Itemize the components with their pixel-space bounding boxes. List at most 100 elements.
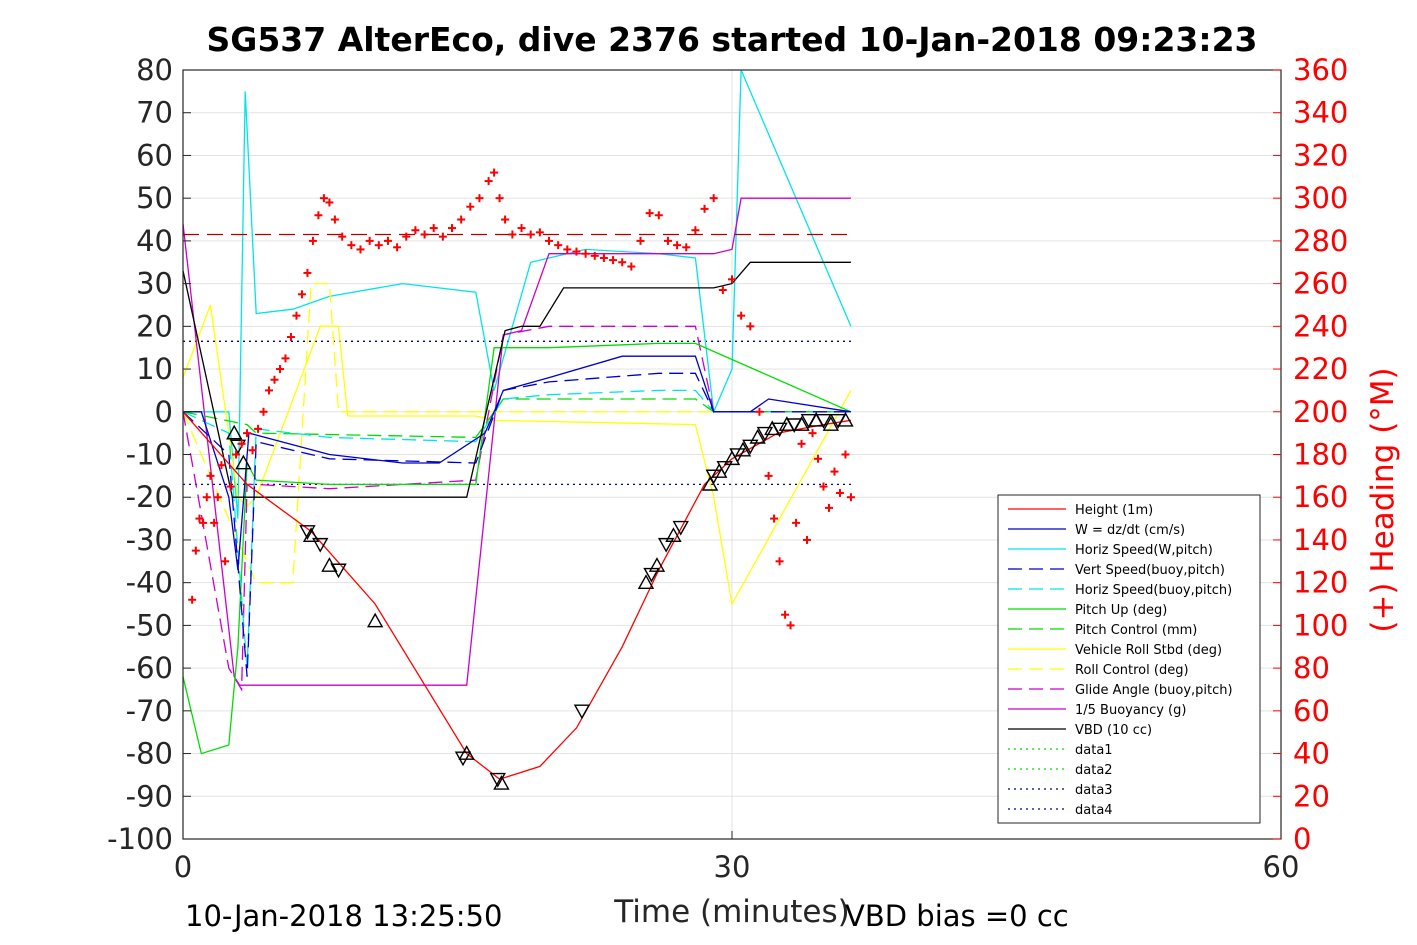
right-axis-label: (+) Heading (°M)	[1365, 367, 1401, 632]
right-tick-label: 200	[1293, 395, 1348, 429]
heading-point	[217, 461, 226, 470]
heading-point	[636, 236, 645, 245]
heading-point	[275, 365, 284, 374]
right-tick-label: 80	[1293, 651, 1330, 685]
heading-point	[792, 518, 801, 527]
heading-point	[347, 241, 356, 250]
depth-marker	[299, 525, 316, 540]
heading-point	[554, 241, 563, 250]
right-tick-label: 100	[1293, 608, 1348, 642]
heading-point	[545, 236, 553, 245]
y-tick-label: 0	[155, 395, 173, 429]
heading-point	[682, 243, 691, 252]
legend-entry: Glide Angle (buoy,pitch)	[1075, 683, 1233, 698]
heading-point	[457, 215, 466, 224]
heading-point	[737, 311, 746, 320]
heading-point	[383, 236, 392, 245]
heading-point	[490, 168, 499, 177]
heading-point	[466, 202, 475, 211]
heading-point	[248, 446, 257, 455]
heading-point	[356, 245, 365, 254]
heading-point	[475, 194, 484, 203]
heading-point	[770, 514, 779, 523]
y-tick-label: 80	[136, 53, 173, 87]
heading-point	[835, 488, 844, 497]
series-line-pitch-up-deg	[182, 342, 852, 755]
right-tick-label: 180	[1293, 438, 1348, 472]
heading-point	[210, 518, 219, 527]
heading-point	[718, 286, 727, 295]
y-tick-label: -60	[126, 651, 173, 685]
heading-point	[213, 493, 222, 502]
legend-entry: Roll Control (deg)	[1075, 663, 1189, 678]
depth-marker	[235, 454, 252, 470]
heading-point	[226, 482, 235, 491]
depth-marker	[493, 775, 510, 790]
legend-entry: Pitch Control (mm)	[1075, 623, 1197, 638]
heading-point	[830, 467, 839, 476]
depth-marker	[489, 772, 506, 788]
heading-point	[819, 482, 828, 491]
y-tick-label: 10	[136, 352, 173, 386]
legend-entry: Horiz Speed(buoy,pitch)	[1075, 583, 1232, 598]
legend-entry: W = dz/dt (cm/s)	[1075, 523, 1185, 538]
heading-point	[202, 493, 211, 502]
heading-point	[846, 493, 855, 502]
depth-marker	[366, 612, 384, 628]
legend-entry: data2	[1075, 763, 1113, 778]
heading-point	[265, 386, 274, 395]
heading-point	[841, 450, 850, 459]
footer-timestamp: 10-Jan-2018 13:25:50	[185, 899, 502, 933]
y-tick-label: 30	[136, 267, 173, 301]
heading-point	[563, 245, 572, 254]
heading-point	[330, 215, 339, 224]
heading-point	[254, 424, 263, 433]
y-tick-label: 70	[136, 96, 173, 130]
heading-point	[781, 610, 790, 619]
heading-point	[728, 275, 736, 284]
heading-point	[402, 232, 411, 241]
right-tick-label: 140	[1293, 523, 1348, 557]
depth-marker	[458, 745, 475, 760]
heading-point	[191, 546, 200, 555]
axis-ticks: 80706050403020100-10-20-30-40-50-60-70-8…	[107, 53, 1348, 884]
depth-marker	[837, 411, 854, 427]
right-tick-label: 300	[1293, 181, 1348, 215]
heading-point	[590, 251, 599, 260]
heading-point	[814, 454, 823, 463]
y-tick-label: -40	[126, 566, 173, 600]
legend-entry: Height (1m)	[1075, 503, 1153, 518]
y-tick-label: 50	[136, 181, 173, 215]
legend-entry: data1	[1075, 743, 1113, 758]
heading-point	[237, 439, 246, 448]
y-tick-label: -80	[126, 737, 173, 771]
heading-point	[429, 224, 438, 233]
y-tick-label: -30	[126, 523, 173, 557]
series-line-w-dz-dt-cm-s	[183, 355, 851, 570]
heading-point	[188, 595, 197, 604]
legend-entry: data4	[1075, 803, 1113, 818]
right-tick-label: 260	[1293, 267, 1348, 301]
heading-point	[303, 268, 312, 277]
heading-point	[654, 211, 663, 220]
legend-entry: 1/5 Buoyancy (g)	[1075, 703, 1186, 718]
footer-vbd-bias: VBD bias =0 cc	[845, 899, 1069, 933]
depth-marker	[665, 527, 682, 542]
heading-point	[627, 262, 636, 271]
heading-point	[663, 236, 672, 245]
heading-point	[803, 535, 812, 544]
series-line-vbd-10-cc	[182, 261, 851, 498]
heading-point	[448, 224, 457, 233]
heading-point	[270, 375, 279, 384]
depth-marker	[822, 416, 840, 431]
heading-point	[609, 256, 618, 265]
y-tick-label: 20	[136, 309, 173, 343]
heading-point	[314, 211, 323, 220]
heading-point	[700, 204, 709, 213]
series-line-roll-control-deg	[182, 282, 851, 584]
series-line-horiz-speed-w-pitch	[183, 69, 852, 519]
depth-marker	[312, 537, 329, 553]
heading-point	[526, 230, 535, 239]
y-tick-label: -50	[126, 608, 173, 642]
